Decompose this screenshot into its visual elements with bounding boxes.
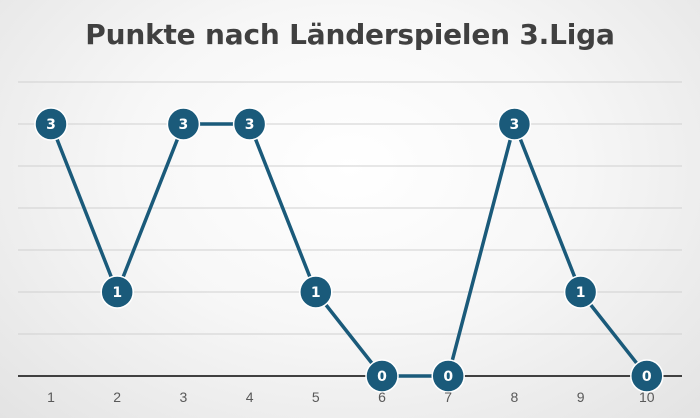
data-label: 1 — [576, 285, 586, 301]
x-tick-label: 9 — [577, 389, 585, 405]
data-point: 0 — [431, 359, 465, 393]
x-tick-label: 1 — [47, 389, 55, 405]
x-tick-labels: 1 2 3 4 5 6 7 8 9 10 — [47, 389, 655, 405]
data-point: 1 — [299, 275, 333, 309]
data-point-marker — [365, 359, 399, 393]
data-point-marker — [431, 359, 465, 393]
data-point-marker — [100, 275, 134, 309]
data-label: 3 — [46, 117, 56, 133]
data-label: 1 — [311, 285, 321, 301]
data-point: 3 — [166, 107, 201, 141]
data-point-marker — [630, 359, 664, 393]
series-line-path — [49, 122, 649, 378]
data-points: 3 1 3 3 1 0 0 3 1 0 — [34, 107, 664, 393]
data-label: 0 — [642, 369, 652, 385]
data-label: 0 — [377, 369, 387, 385]
data-point: 3 — [232, 107, 267, 141]
data-label: 3 — [179, 117, 189, 133]
x-tick-label: 4 — [246, 389, 254, 405]
x-tick-label: 7 — [444, 389, 452, 405]
x-tick-label: 3 — [180, 389, 188, 405]
data-point-marker — [34, 107, 68, 141]
x-tick-label: 8 — [511, 389, 519, 405]
series-line — [49, 122, 649, 378]
data-point: 3 — [34, 107, 68, 141]
data-point: 0 — [630, 359, 664, 393]
chart-title: Punkte nach Länderspielen 3.Liga — [85, 18, 615, 51]
data-label: 1 — [112, 285, 122, 301]
x-tick-label: 5 — [312, 389, 320, 405]
data-point: 1 — [100, 275, 134, 309]
x-tick-label: 10 — [639, 389, 655, 405]
data-point: 0 — [365, 359, 399, 393]
data-label: 3 — [245, 117, 255, 133]
data-point-marker — [299, 275, 333, 309]
data-point: 3 — [497, 107, 532, 141]
x-tick-label: 2 — [113, 389, 121, 405]
x-tick-label: 6 — [378, 389, 386, 405]
data-label: 0 — [443, 369, 453, 385]
data-point-marker — [232, 107, 267, 141]
data-point-marker — [497, 107, 532, 141]
data-point-marker — [563, 275, 598, 309]
data-point-marker — [166, 107, 201, 141]
data-label: 3 — [510, 117, 520, 133]
data-point: 1 — [563, 275, 598, 309]
